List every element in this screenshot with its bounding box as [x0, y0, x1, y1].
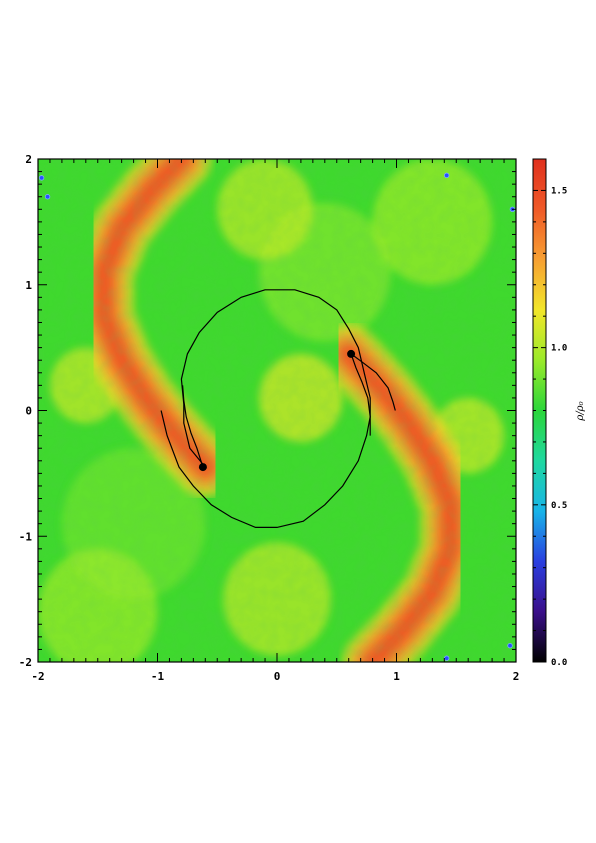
body-point: [347, 349, 356, 358]
density-noise: [38, 159, 516, 662]
y-tick-label: 2: [25, 153, 32, 166]
y-tick-label: -2: [19, 656, 32, 669]
x-tick-label: -2: [31, 670, 44, 683]
colorbar-tick-label: 1.5: [551, 186, 567, 196]
colorbar-tick-label: 0.5: [551, 501, 567, 511]
plot-area: [38, 159, 516, 662]
marker-point: [443, 655, 450, 661]
marker-point: [443, 172, 450, 179]
colorbar-title: ρ/ρ₀: [575, 401, 586, 421]
markers: [38, 172, 516, 661]
trail-line: [350, 353, 371, 436]
y-tick-label: 1: [25, 279, 32, 292]
x-tick-label: 0: [274, 670, 281, 683]
y-tick-label: 0: [25, 405, 32, 418]
orbit-line: [160, 289, 371, 528]
colorbar-tick-label: 0.0: [551, 658, 567, 668]
minor-ticks: [37, 158, 517, 663]
y-axis: -2 -1 0 1 2: [19, 153, 33, 669]
marker-point: [38, 175, 45, 181]
colorbar: 0.0 0.5 1.0 1.5 ρ/ρ₀: [532, 158, 586, 668]
colorbar-ticks: 0.0 0.5 1.0 1.5: [533, 158, 567, 668]
x-tick-label: 2: [513, 670, 520, 683]
trail-line: [350, 353, 396, 411]
x-tick-label: 1: [393, 670, 400, 683]
y-tick-label: -1: [19, 530, 33, 543]
body-point: [198, 463, 207, 472]
colorbar-tick-label: 1.0: [551, 344, 567, 354]
marker-point: [507, 642, 513, 649]
x-axis: -2 -1 0 1 2: [31, 670, 519, 683]
x-tick-label: -1: [151, 670, 165, 683]
marker-point: [44, 194, 51, 200]
bodies: [198, 349, 356, 472]
orbit-paths: [160, 289, 396, 528]
trail-line: [182, 385, 204, 468]
